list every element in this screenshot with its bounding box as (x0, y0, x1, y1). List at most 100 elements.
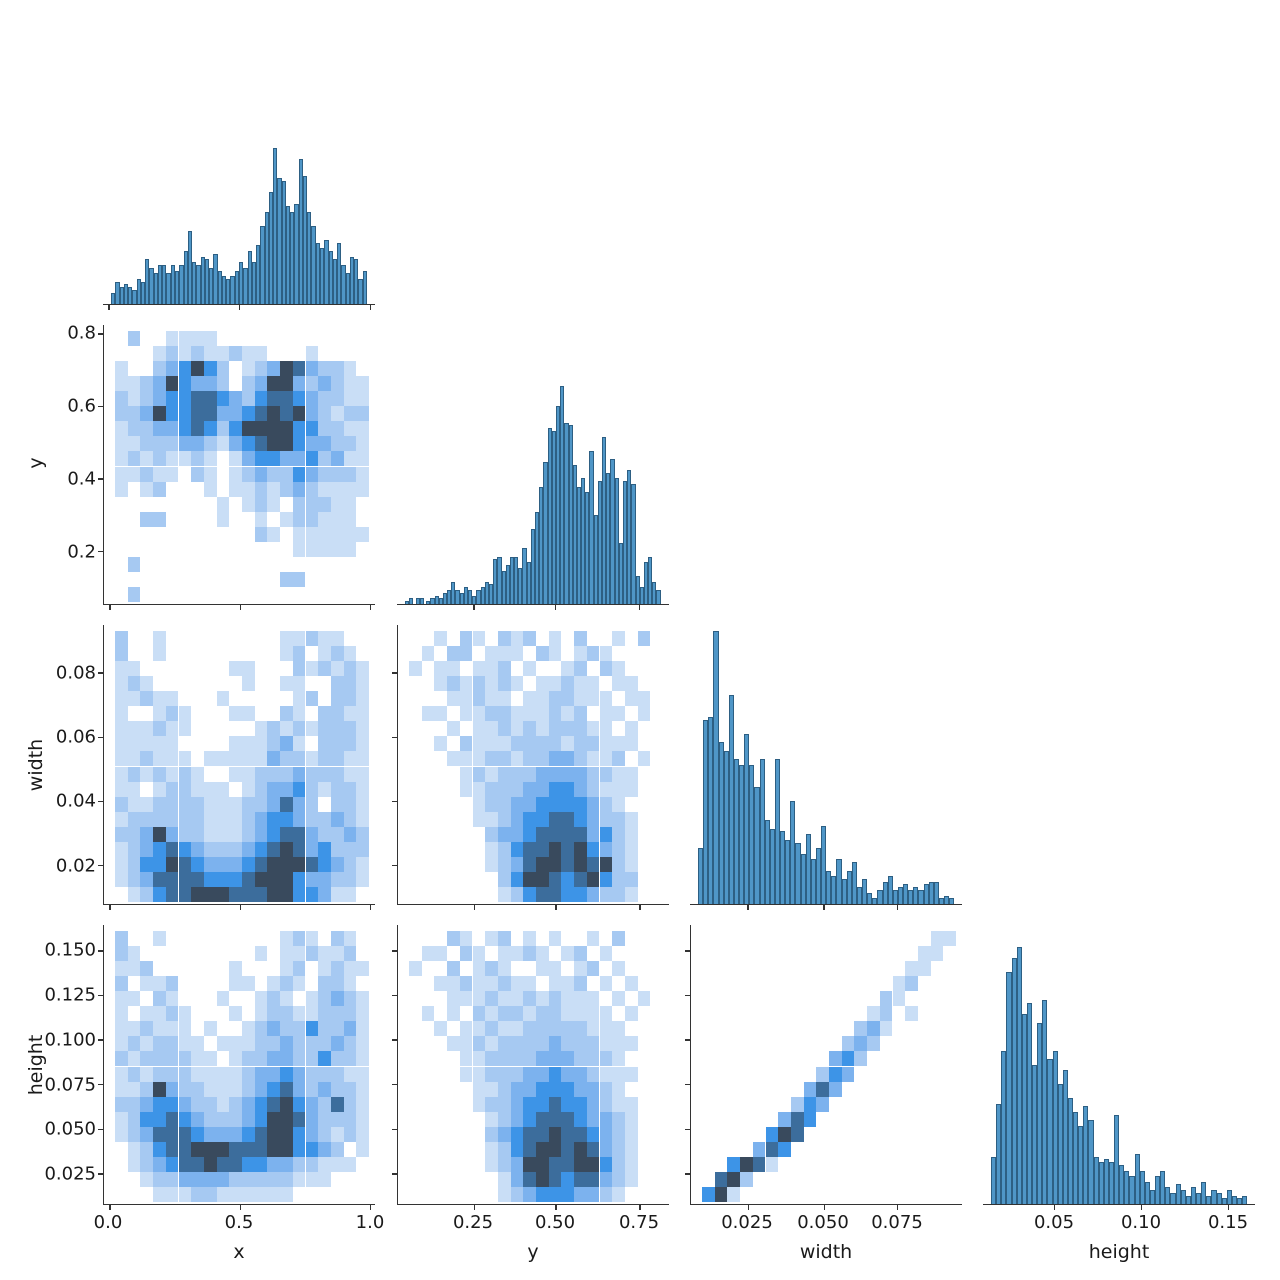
heatmap-x-width (115, 631, 369, 902)
x-tick-mark (747, 1205, 750, 1210)
x-tick-mark (747, 905, 749, 910)
y-tick-mark (98, 950, 103, 952)
x-tick-mark (473, 905, 476, 910)
y-tick-mark (98, 1128, 103, 1131)
histogram-x-bars (111, 25, 367, 304)
y-axis-tick-label: 0.50 (534, 1212, 576, 1233)
y-tick-mark (98, 736, 103, 738)
panel-hist2d-x-height (98, 925, 375, 1210)
x-axis-tick-label: 0.0 (93, 1212, 123, 1233)
y-tick-mark (98, 1173, 103, 1175)
width-axis-title: width (799, 1241, 853, 1263)
x-axis-title: x (233, 1241, 245, 1263)
width-axis-tick-label: 0.04 (55, 790, 96, 812)
width-axis-tick-label: 0.025 (721, 1212, 773, 1233)
width-axis-title-left: width (25, 738, 47, 792)
y-axis-tick-label: 0.4 (67, 468, 96, 490)
height-axis-tick-label: 0.10 (1120, 1212, 1162, 1233)
x-tick-mark (109, 605, 111, 610)
panel-hist-width (690, 625, 962, 910)
y-tick-mark (392, 1084, 397, 1086)
y-tick-mark (392, 950, 397, 952)
y-tick-mark (392, 864, 397, 867)
x-tick-mark (1053, 1205, 1056, 1210)
y-tick-mark (392, 672, 397, 674)
panel-hist2d-y-width (392, 625, 669, 910)
y-tick-mark (685, 1039, 690, 1041)
y-tick-mark (392, 994, 397, 997)
height-axis-tick-label: 0.150 (44, 939, 96, 961)
width-axis-tick-label: 0.02 (55, 855, 96, 877)
y-axis-title-left: y (25, 457, 47, 469)
y-tick-mark (392, 736, 397, 738)
panel-hist-x (103, 25, 375, 310)
y-tick-mark (98, 672, 103, 674)
width-axis-tick-label: 0.050 (797, 1212, 849, 1233)
x-tick-mark (639, 1205, 641, 1210)
height-axis-tick-label: 0.05 (1033, 1212, 1075, 1233)
x-tick-mark (369, 905, 371, 910)
panel-hist-height (983, 925, 1255, 1210)
heatmap-width-height (702, 931, 956, 1202)
height-axis-tick-label: 0.050 (44, 1118, 96, 1140)
panel-hist-y (397, 325, 669, 610)
histogram-height-bars (991, 925, 1248, 1204)
y-tick-mark (98, 864, 103, 867)
x-tick-mark (1140, 1205, 1143, 1210)
x-tick-mark (239, 605, 241, 610)
height-axis-title-left: height (25, 1034, 47, 1096)
y-tick-mark (98, 800, 103, 803)
y-tick-mark (685, 1173, 690, 1175)
y-tick-mark (392, 1128, 397, 1131)
y-tick-mark (392, 1039, 397, 1041)
panel-hist2d-x-width (98, 625, 375, 910)
x-tick-mark (554, 605, 557, 610)
height-axis-tick-label: 0.075 (44, 1074, 96, 1096)
x-tick-mark (823, 905, 825, 910)
height-axis-tick-label: 0.100 (44, 1029, 96, 1051)
x-tick-mark (239, 1205, 241, 1210)
x-tick-mark (896, 905, 899, 910)
heatmap-x-y (115, 331, 369, 602)
y-axis-tick-label: 0.6 (67, 395, 96, 417)
histogram-y-bars (405, 325, 661, 604)
panel-hist2d-x-y (98, 325, 375, 610)
y-tick-mark (98, 550, 103, 553)
y-tick-mark (685, 950, 690, 952)
x-tick-mark (1227, 1205, 1230, 1210)
x-axis-tick-label: 1.0 (355, 1212, 385, 1233)
y-tick-mark (98, 1084, 103, 1086)
x-tick-mark (473, 1205, 476, 1210)
y-axis-tick-label: 0.25 (452, 1212, 494, 1233)
x-tick-mark (639, 605, 641, 610)
y-tick-mark (685, 994, 690, 997)
x-tick-mark (369, 1205, 371, 1210)
y-tick-mark (98, 994, 103, 997)
y-tick-mark (98, 333, 103, 335)
width-axis-tick-label: 0.08 (55, 662, 96, 684)
x-tick-mark (823, 1205, 826, 1210)
x-tick-mark (639, 905, 641, 910)
x-tick-mark (473, 605, 475, 610)
heatmap-y-width (409, 631, 663, 902)
heatmap-x-height (115, 931, 369, 1202)
x-axis-tick-label: 0.5 (224, 1212, 254, 1233)
y-axis-title: y (527, 1241, 539, 1263)
y-axis-tick-label: 0.75 (618, 1212, 660, 1233)
x-tick-mark (239, 305, 241, 310)
y-tick-mark (98, 1039, 103, 1041)
panel-hist2d-y-height (392, 925, 669, 1210)
y-tick-mark (685, 1084, 690, 1086)
y-tick-mark (98, 478, 103, 480)
x-tick-mark (108, 305, 110, 310)
panel-hist2d-width-height (685, 925, 962, 1210)
heatmap-y-height (409, 931, 663, 1202)
y-axis-tick-label: 0.2 (67, 541, 96, 563)
x-tick-mark (369, 605, 371, 610)
height-axis-tick-label: 0.025 (44, 1163, 96, 1185)
x-tick-mark (109, 1205, 111, 1210)
width-axis-tick-label: 0.06 (55, 726, 96, 748)
x-tick-mark (896, 1205, 899, 1210)
width-axis-tick-label: 0.075 (871, 1212, 923, 1233)
